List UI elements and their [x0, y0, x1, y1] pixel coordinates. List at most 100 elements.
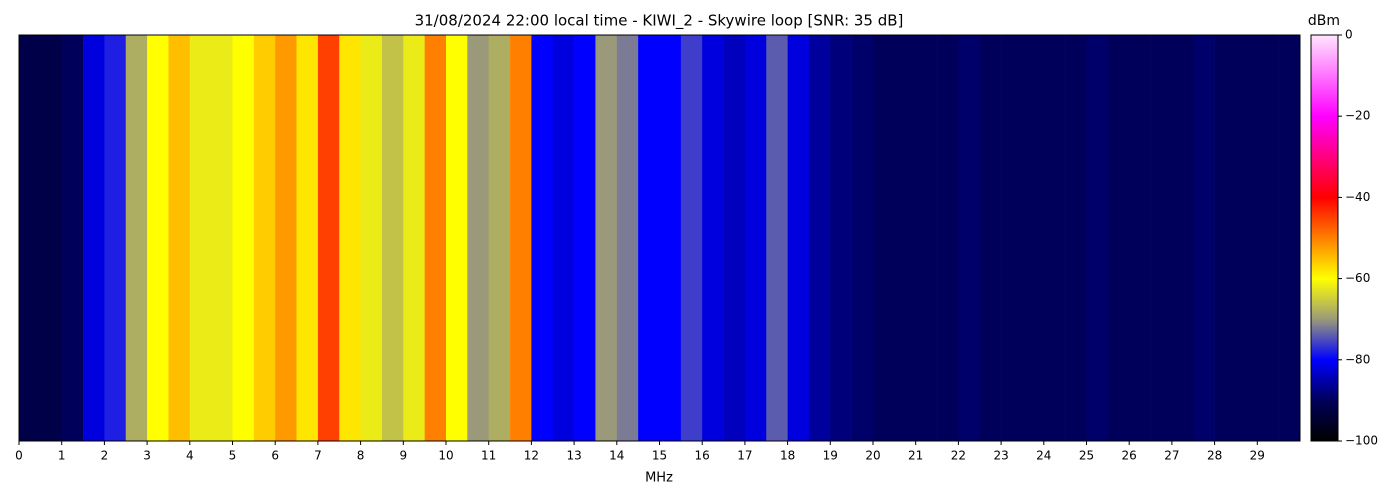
heatmap-cell: [1193, 35, 1215, 441]
heatmap-cell: [19, 35, 41, 441]
x-tick-label: 2: [101, 449, 109, 463]
heatmap-cell: [766, 35, 788, 441]
heatmap-cell: [381, 35, 404, 441]
heatmap-cell: [1257, 35, 1279, 441]
heatmap-cell: [1235, 35, 1258, 441]
heatmap-cell: [104, 35, 127, 441]
heatmap-cell: [531, 35, 554, 441]
x-tick-label: 17: [737, 449, 752, 463]
heatmap-cell: [552, 35, 575, 441]
x-tick-label: 10: [438, 449, 453, 463]
colorbar: [1310, 34, 1339, 442]
heatmap-cell: [125, 35, 148, 441]
heatmap-cell: [1086, 35, 1109, 441]
heatmap-cell: [339, 35, 361, 441]
heatmap-cell: [1214, 35, 1237, 441]
heatmap-cell: [424, 35, 447, 441]
x-tick-label: 26: [1122, 449, 1137, 463]
x-tick-label: 23: [993, 449, 1008, 463]
heatmap-cell: [296, 35, 319, 441]
heatmap-cell: [168, 35, 191, 441]
x-tick-label: 25: [1079, 449, 1094, 463]
x-tick-label: 13: [566, 449, 581, 463]
heatmap-cell: [189, 35, 212, 441]
x-tick-label: 28: [1207, 449, 1222, 463]
colorbar-tick-label: −40: [1345, 190, 1370, 204]
heatmap-cell: [1022, 35, 1045, 441]
x-tick-label: 7: [314, 449, 322, 463]
heatmap-cell: [275, 35, 297, 441]
heatmap-cell: [253, 35, 276, 441]
colorbar-tick-label: 0: [1345, 28, 1353, 42]
colorbar-tick-label: −60: [1345, 271, 1370, 285]
x-tick-label: 8: [357, 449, 365, 463]
x-tick-label: 21: [908, 449, 923, 463]
heatmap-cell: [446, 35, 468, 441]
x-tick-label: 22: [951, 449, 966, 463]
x-tick-label: 14: [609, 449, 624, 463]
heatmap-cell: [1001, 35, 1023, 441]
x-tick-label: 6: [271, 449, 279, 463]
heatmap-cell: [1107, 35, 1130, 441]
heatmap-cell: [1171, 35, 1194, 441]
x-tick-label: 15: [652, 449, 667, 463]
x-tick-label: 20: [865, 449, 880, 463]
heatmap-cell: [1043, 35, 1066, 441]
heatmap-cell: [873, 35, 895, 441]
x-tick-label: 9: [399, 449, 407, 463]
heatmap-cell: [894, 35, 916, 441]
heatmap-cell: [211, 35, 233, 441]
heatmap-cell: [723, 35, 746, 441]
heatmap-cell: [958, 35, 981, 441]
x-tick-label: 3: [143, 449, 151, 463]
heatmap-cell: [937, 35, 959, 441]
heatmap-cell: [510, 35, 532, 441]
heatmap-cell: [40, 35, 62, 441]
x-tick-label: 4: [186, 449, 194, 463]
x-tick-label: 24: [1036, 449, 1051, 463]
heatmap-cell: [830, 35, 852, 441]
heatmap-cell: [83, 35, 105, 441]
x-tick-label: 27: [1164, 449, 1179, 463]
heatmap-cell: [232, 35, 255, 441]
chart-title: 31/08/2024 22:00 local time - KIWI_2 - S…: [415, 12, 904, 31]
heatmap-cell: [1278, 35, 1301, 441]
heatmap-cell: [574, 35, 596, 441]
heatmap-cell: [488, 35, 511, 441]
heatmap-cell: [744, 35, 767, 441]
heatmap-cell: [1065, 35, 1087, 441]
heatmap-cell: [851, 35, 874, 441]
heatmap-cell: [915, 35, 938, 441]
x-tick-label: 0: [15, 449, 23, 463]
x-tick-label: 29: [1250, 449, 1265, 463]
heatmap-cell: [147, 35, 169, 441]
heatmap-cell: [403, 35, 425, 441]
heatmap-cell: [317, 35, 340, 441]
colorbar-tick-label: −80: [1345, 352, 1370, 366]
x-tick-label: 18: [780, 449, 795, 463]
heatmap-cell: [979, 35, 1002, 441]
x-tick-label: 5: [229, 449, 237, 463]
heatmap-cell: [680, 35, 703, 441]
x-tick-label: 1: [58, 449, 66, 463]
x-tick-label: 11: [481, 449, 496, 463]
heatmap-cell: [467, 35, 489, 441]
colorbar-tick-label: −20: [1345, 109, 1370, 123]
heatmap-cell: [616, 35, 639, 441]
heatmap-cell: [638, 35, 660, 441]
heatmap-cell: [1150, 35, 1173, 441]
x-tick-label: 12: [524, 449, 539, 463]
heatmap-cell: [808, 35, 831, 441]
heatmap-cell: [702, 35, 724, 441]
colorbar-tick-label: −100: [1345, 434, 1378, 448]
x-tick-label: 19: [823, 449, 838, 463]
x-axis-label: MHz: [645, 471, 673, 486]
heatmap-cell: [61, 35, 84, 441]
heatmap-cell: [659, 35, 682, 441]
heatmap-cell: [1129, 35, 1151, 441]
heatmap-cell: [787, 35, 810, 441]
colorbar-label: dBm: [1308, 13, 1340, 29]
x-tick-label: 16: [695, 449, 710, 463]
heatmap-cell: [360, 35, 383, 441]
